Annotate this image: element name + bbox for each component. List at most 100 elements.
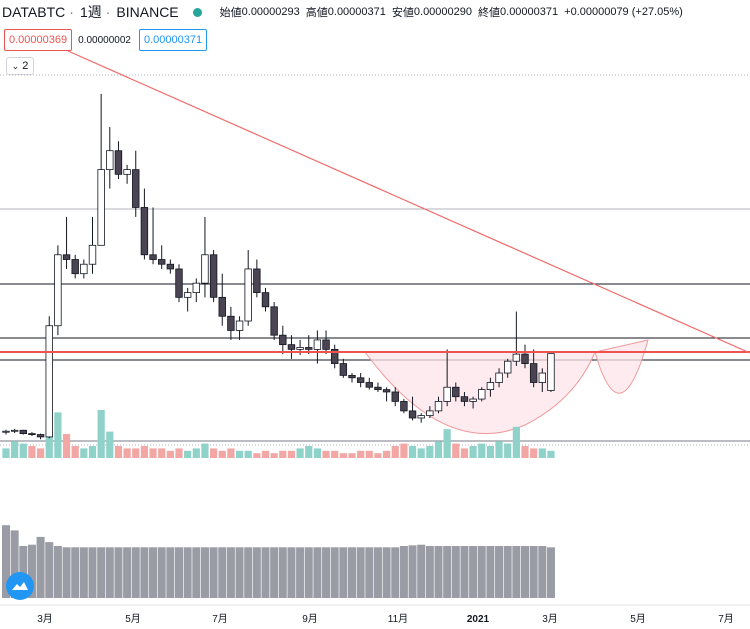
indicator-bar: [175, 547, 183, 598]
volume-bar: [45, 429, 53, 458]
indicator-bar: [373, 547, 382, 598]
indicator-bar: [512, 546, 521, 598]
candle-body: [305, 347, 313, 350]
indicator-bar: [521, 546, 529, 598]
volume-bar: [357, 450, 365, 458]
indicator-bar: [235, 547, 244, 598]
exchange: BINANCE: [116, 4, 179, 20]
candle-body: [106, 150, 114, 171]
candle-body: [218, 296, 226, 317]
indicator-bar: [313, 547, 322, 598]
indicator-bar: [425, 546, 434, 598]
candle-body: [192, 282, 200, 294]
volume-bar: [106, 431, 114, 458]
candle-body: [201, 254, 209, 284]
x-axis-tick-label: 7月: [212, 613, 228, 625]
volume-bar: [192, 448, 200, 458]
candle-body: [400, 401, 408, 412]
handle-pattern[interactable]: [594, 339, 649, 394]
indicator-bar: [36, 536, 45, 598]
indicator-bar: [123, 547, 132, 598]
buy-price-button[interactable]: 0.00000371: [138, 29, 208, 51]
indicator-bar: [88, 547, 97, 598]
candle-body: [28, 433, 36, 435]
interval[interactable]: 1週: [79, 4, 102, 20]
indicator-bar: [529, 546, 538, 598]
indicator-bar: [218, 547, 227, 598]
candle-body: [382, 389, 391, 393]
volume-bar: [348, 453, 356, 458]
indicator-bar: [105, 547, 114, 598]
volume-bar: [460, 448, 469, 458]
candle-body: [209, 254, 218, 298]
candle-body: [478, 389, 486, 400]
change-value: +0.00000079 (+27.05%): [564, 6, 683, 18]
volume-bar: [11, 441, 19, 458]
sell-price-button[interactable]: 0.00000369: [4, 29, 73, 51]
low-value: 0.00000290: [413, 6, 473, 18]
candle-body: [469, 398, 477, 402]
tradingview-cloud-icon[interactable]: [6, 572, 34, 600]
collapse-indicators-button[interactable]: ⌄ 2: [6, 57, 34, 75]
candle-body: [88, 244, 97, 265]
candle-body: [62, 254, 71, 260]
candle-body: [339, 363, 348, 376]
indicator-bar: [209, 547, 218, 598]
volume-bar: [80, 448, 88, 458]
indicator-histogram: [2, 525, 555, 598]
candle-body: [45, 325, 53, 438]
candle-body: [391, 391, 399, 402]
indicator-bar: [287, 547, 296, 598]
high-value: 0.00000371: [327, 6, 386, 18]
x-axis-tick-label: 3月: [37, 613, 53, 625]
volume-bar: [132, 448, 140, 458]
candle-body: [547, 353, 555, 391]
volume-bar: [253, 453, 261, 458]
symbol[interactable]: DATABTC: [2, 4, 66, 20]
indicator-bar: [356, 547, 365, 598]
candle-body: [19, 429, 27, 434]
low-label: 安値: [391, 7, 414, 19]
candle-body: [183, 292, 192, 298]
candle-body: [287, 344, 296, 350]
indicator-bar: [365, 547, 374, 598]
indicator-bar: [339, 547, 348, 598]
volume-bar: [512, 426, 520, 458]
descending-trendline[interactable]: [67, 50, 750, 354]
volume-bar: [261, 450, 270, 458]
separator-dot: ·: [69, 4, 74, 20]
volume-bar: [62, 434, 71, 458]
close-value: 0.00000371: [500, 6, 559, 18]
volume-bar: [201, 443, 209, 458]
volume-bar: [313, 448, 321, 458]
volume-bar: [210, 448, 218, 458]
volume-bar: [305, 446, 313, 458]
candle-body: [374, 386, 382, 390]
candle-body: [417, 415, 425, 419]
indicator-bar: [261, 547, 270, 598]
volume-bar: [339, 453, 347, 458]
candle-body: [296, 347, 304, 350]
chart-header: DATABTC · 1週 · BINANCE 始値 0.00000293 高値 0.…: [0, 0, 750, 24]
volume-bar: [478, 443, 486, 458]
indicator-bar: [538, 546, 547, 598]
volume-bar: [158, 448, 166, 458]
candle-body: [443, 386, 451, 402]
candlestick-series: [2, 93, 555, 440]
indicator-bar: [97, 547, 106, 598]
candle-body: [149, 254, 157, 260]
volume-bar: [383, 450, 391, 458]
close-label: 終値: [478, 7, 501, 19]
volume-bar: [426, 446, 434, 458]
candle-body: [253, 268, 261, 294]
open-label: 始値: [219, 7, 242, 19]
indicator-bar: [114, 547, 123, 598]
candle-body: [36, 434, 45, 438]
indicator-bar: [53, 546, 62, 598]
indicator-bar: [469, 546, 478, 598]
candle-body: [80, 263, 88, 275]
indicator-bar: [183, 547, 192, 598]
indicator-bar: [382, 547, 391, 598]
candle-body: [426, 410, 434, 417]
